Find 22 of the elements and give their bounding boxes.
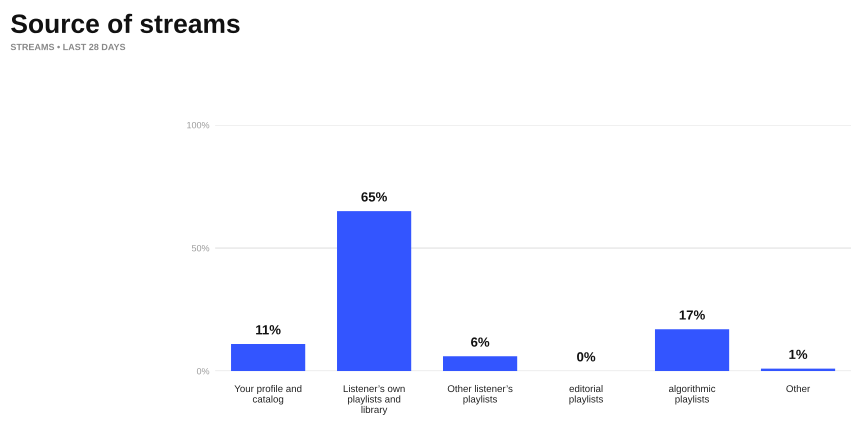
y-tick-label: 50% (192, 245, 210, 252)
bar (654, 329, 730, 372)
bar (337, 211, 412, 372)
bar (443, 356, 518, 372)
bar (760, 368, 836, 372)
data-label: 17% (680, 310, 705, 320)
x-tick-label: Other (786, 384, 810, 392)
x-tick-label: Listener’s own playlists and library (344, 384, 405, 415)
data-label: 11% (256, 325, 281, 334)
chart-title: Source of streams (11, 14, 240, 34)
bar (231, 344, 306, 372)
x-tick-label: Your profile and catalog (234, 384, 302, 404)
data-label: 0% (577, 352, 596, 362)
x-tick-label: editorial playlists (569, 384, 604, 404)
y-tick-label: 100% (187, 122, 210, 128)
data-label: 65% (361, 192, 387, 202)
x-tick-label: algorithmic playlists (668, 384, 716, 404)
y-tick-label: 0% (196, 368, 210, 374)
x-tick-label: Other listener’s playlists (448, 384, 513, 404)
data-label: 6% (471, 337, 490, 347)
text: STREAMS • LAST 28 DAYS (10, 44, 126, 50)
data-label: 1% (789, 350, 808, 360)
